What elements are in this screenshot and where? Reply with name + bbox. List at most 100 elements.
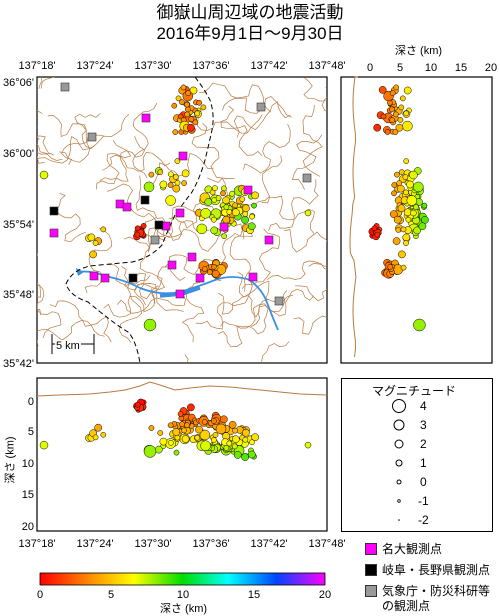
earthquake-marker (181, 180, 187, 186)
contour-line (133, 266, 186, 306)
earthquake-marker (210, 226, 219, 235)
contour-line (233, 101, 291, 138)
earthquake-marker-cross-section (179, 421, 185, 428)
depth-section-panel (340, 76, 493, 364)
contour-line (284, 229, 327, 253)
depth-tick-10: 10 (424, 62, 438, 74)
earthquake-marker-cross-section (194, 434, 201, 441)
earthquake-marker (220, 190, 226, 197)
contour-line (217, 309, 269, 348)
contour-line (84, 227, 112, 294)
station-marker (154, 220, 164, 230)
earthquake-marker-depth-view (392, 237, 401, 245)
station-marker (49, 228, 59, 238)
mag-label-neg2: -2 (418, 513, 429, 527)
map-panel (36, 76, 328, 364)
earthquake-marker-cross-section (143, 445, 157, 458)
earthquake-marker-depth-view (402, 233, 411, 242)
station-marker (219, 222, 229, 232)
earthquake-marker (188, 116, 195, 123)
contour-line (267, 260, 327, 280)
earthquake-marker (226, 209, 233, 215)
earthquake-marker-depth-view (387, 99, 393, 106)
earthquake-marker-cross-section (92, 434, 99, 441)
contour-line (40, 77, 43, 89)
contour-line (294, 285, 327, 302)
contour-line (55, 192, 86, 243)
earthquake-marker-depth-view (403, 158, 410, 164)
contour-line (241, 228, 280, 290)
earthquake-marker-cross-section (228, 420, 237, 429)
earthquake-marker-cross-section (201, 419, 208, 425)
earthquake-marker (189, 86, 198, 95)
earthquake-marker (140, 223, 147, 229)
earthquake-marker (196, 223, 208, 235)
station-marker (264, 235, 274, 245)
magnitude-circles (392, 399, 406, 521)
earthquake-marker (187, 123, 195, 132)
earthquake-marker (232, 202, 238, 209)
earthquake-marker-depth-view (389, 210, 398, 219)
earthquake-marker (181, 169, 190, 178)
earthquake-marker-depth-view (402, 120, 413, 132)
station-marker (175, 208, 185, 218)
contour-line (61, 113, 101, 165)
earthquake-marker-cross-section (242, 428, 250, 437)
earthquake-marker (89, 250, 97, 259)
earthquake-marker (134, 231, 141, 238)
earthquake-marker-cross-section (39, 440, 49, 450)
earthquake-marker-depth-view (413, 226, 422, 235)
earthquake-marker (204, 198, 213, 206)
earthquake-marker (143, 318, 157, 332)
contour-line (37, 110, 43, 114)
contour-line (37, 152, 63, 161)
earthquake-marker-depth-view (391, 190, 397, 197)
earthquake-marker-depth-view (403, 86, 412, 95)
earthquake-marker-cross-section (173, 449, 180, 456)
earthquake-marker (87, 233, 96, 242)
legend-gifu-label: 岐阜・長野県観測点 (382, 563, 491, 577)
earthquake-marker-depth-view (413, 318, 426, 332)
earthquake-marker (174, 179, 181, 186)
earthquake-marker-depth-view (406, 195, 418, 206)
earthquake-marker (196, 99, 203, 106)
contour-line (226, 217, 252, 292)
earthquake-marker-depth-view (409, 170, 418, 180)
earthquake-marker-depth-view (398, 104, 405, 111)
earthquake-marker (175, 95, 182, 102)
station-marker (167, 260, 177, 270)
earthquake-marker-cross-section (134, 401, 141, 408)
depth-colorbar (39, 572, 326, 586)
earthquake-marker-cross-section (242, 436, 249, 443)
earthquake-marker (184, 101, 190, 108)
earthquake-marker-cross-section (223, 444, 230, 451)
mag-label-2: 2 (420, 437, 427, 451)
contour-line (303, 77, 327, 102)
earthquake-marker-depth-view (387, 264, 394, 270)
colorbar-tick-20: 20 (318, 589, 332, 601)
station-marker (87, 132, 97, 142)
earthquake-marker-cross-section (167, 422, 174, 429)
contour-line (37, 340, 39, 347)
earthquake-marker-depth-view (398, 169, 405, 175)
earthquake-marker-depth-view (398, 250, 406, 259)
contour-line (37, 253, 42, 316)
earthquake-marker-depth-view (406, 180, 414, 189)
contour-line (99, 135, 146, 182)
earthquake-marker (247, 222, 256, 231)
earthquake-marker-depth-view (373, 123, 382, 132)
contour-line (108, 264, 159, 300)
xsec-xtick-6: 137°48' (308, 538, 346, 550)
earthquake-marker (184, 111, 191, 118)
station-marker (187, 252, 197, 262)
earthquake-marker (251, 202, 257, 209)
earthquake-marker (206, 269, 213, 275)
station-marker (100, 273, 110, 283)
contour-line (293, 315, 327, 335)
contour-line (47, 115, 104, 150)
map-lat-tick-3: 35°54' (3, 219, 34, 231)
xsec-ytick-10: 10 (21, 458, 34, 470)
earthquake-marker-depth-view (421, 216, 429, 224)
earthquake-marker (229, 190, 235, 197)
contour-line (217, 292, 269, 318)
